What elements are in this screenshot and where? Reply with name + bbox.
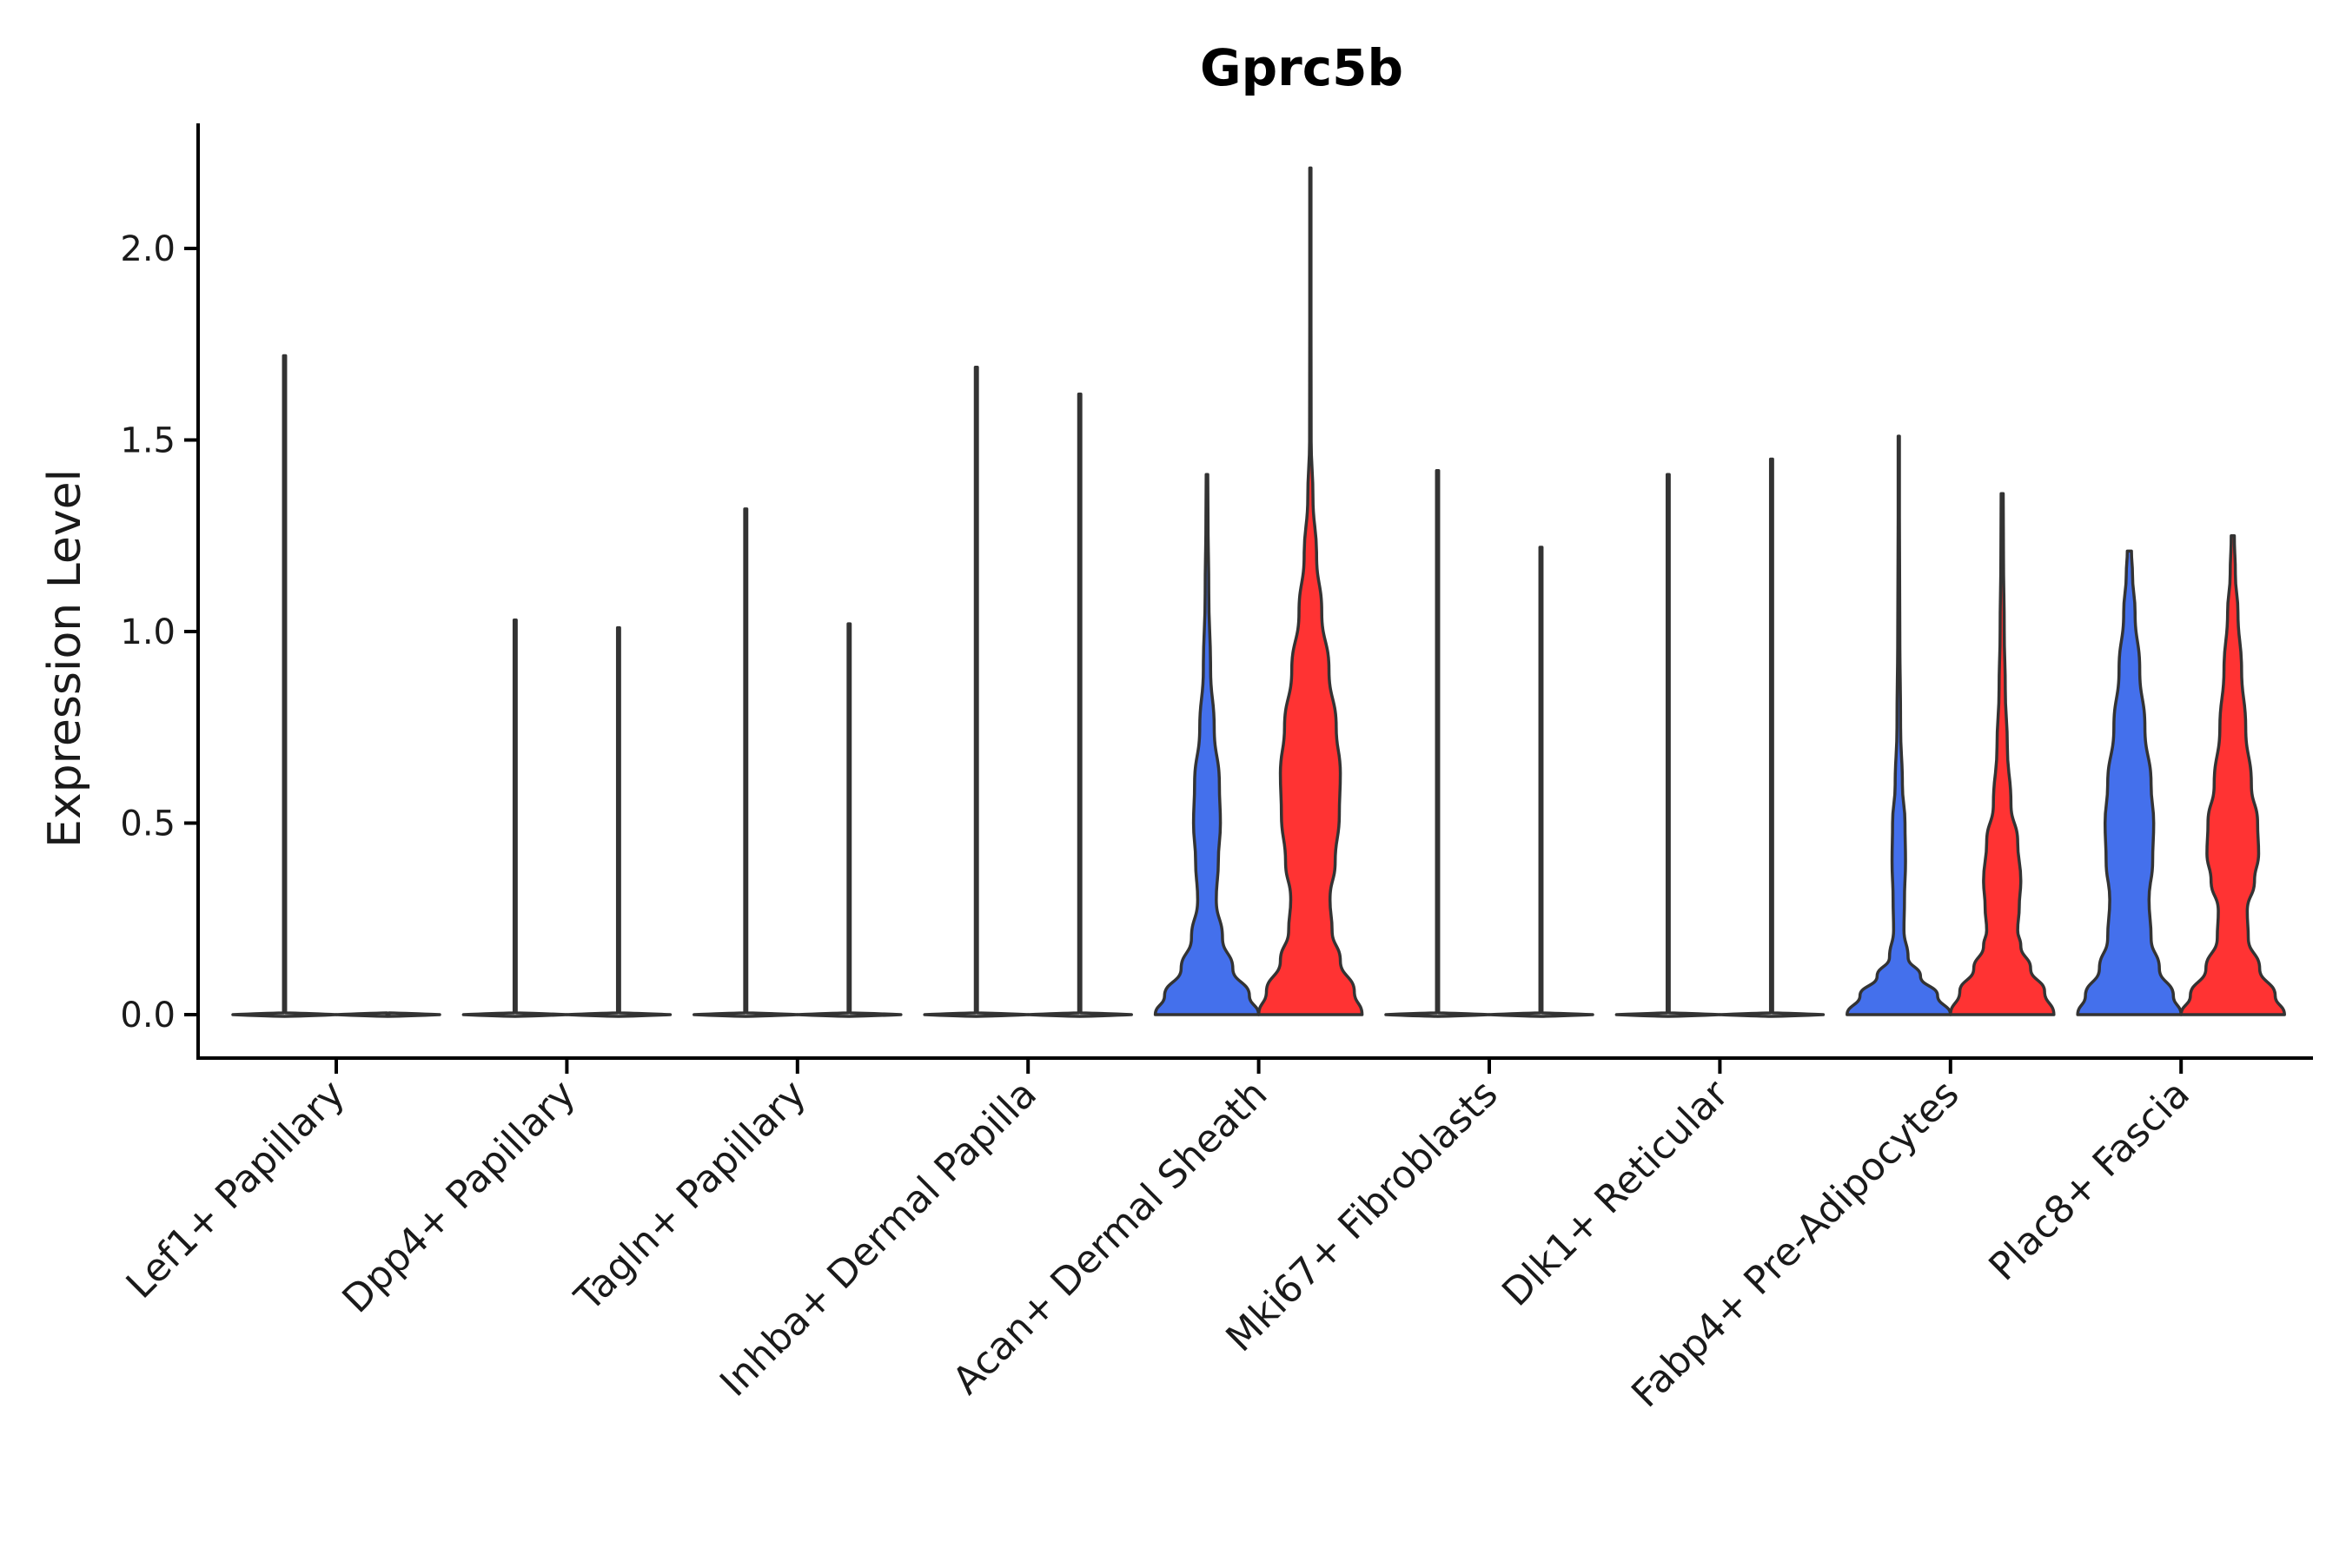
violin-shape xyxy=(1488,546,1594,1018)
violin-shape xyxy=(1614,473,1722,1018)
violin-shape xyxy=(2179,534,2286,1016)
violin-shape xyxy=(796,622,903,1018)
violin-shape xyxy=(923,365,1030,1018)
violin-shape xyxy=(565,625,673,1018)
violin-shape xyxy=(335,1011,441,1018)
violin-shape xyxy=(461,619,569,1018)
x-tick-label: Lef1+ Papillary xyxy=(118,1072,354,1307)
chart-title: Gprc5b xyxy=(1200,38,1403,97)
x-tick-label: Dpp4+ Papillary xyxy=(335,1072,585,1322)
y-tick-label: 1.0 xyxy=(120,612,176,652)
violin-shape xyxy=(2076,549,2183,1016)
violin-shape xyxy=(1153,473,1261,1016)
violin-shape xyxy=(1384,469,1491,1018)
violin-shape xyxy=(1949,492,2056,1016)
y-ticks-layer: 0.0 0.5 1.0 1.5 2.0 xyxy=(120,229,198,1035)
x-tick-label: Tagln+ Papillary xyxy=(566,1072,814,1320)
x-tick-label: Plac8+ Fascia xyxy=(1980,1072,2198,1290)
violin-shape xyxy=(1718,457,1826,1018)
x-tick-label: Dlk1+ Reticular xyxy=(1494,1071,1738,1315)
y-tick-label: 0.5 xyxy=(120,804,176,844)
violin-shape xyxy=(693,507,799,1018)
violin-shape xyxy=(1256,166,1364,1016)
violin-shape xyxy=(1846,434,1952,1016)
violins-layer xyxy=(231,166,2286,1018)
violin-shape xyxy=(1026,392,1133,1018)
y-axis-title: Expression Level xyxy=(39,469,91,848)
y-tick-label: 0.0 xyxy=(120,996,176,1035)
y-tick-label: 2.0 xyxy=(120,229,176,269)
violin-shape xyxy=(231,354,338,1018)
y-tick-label: 1.5 xyxy=(120,421,176,461)
